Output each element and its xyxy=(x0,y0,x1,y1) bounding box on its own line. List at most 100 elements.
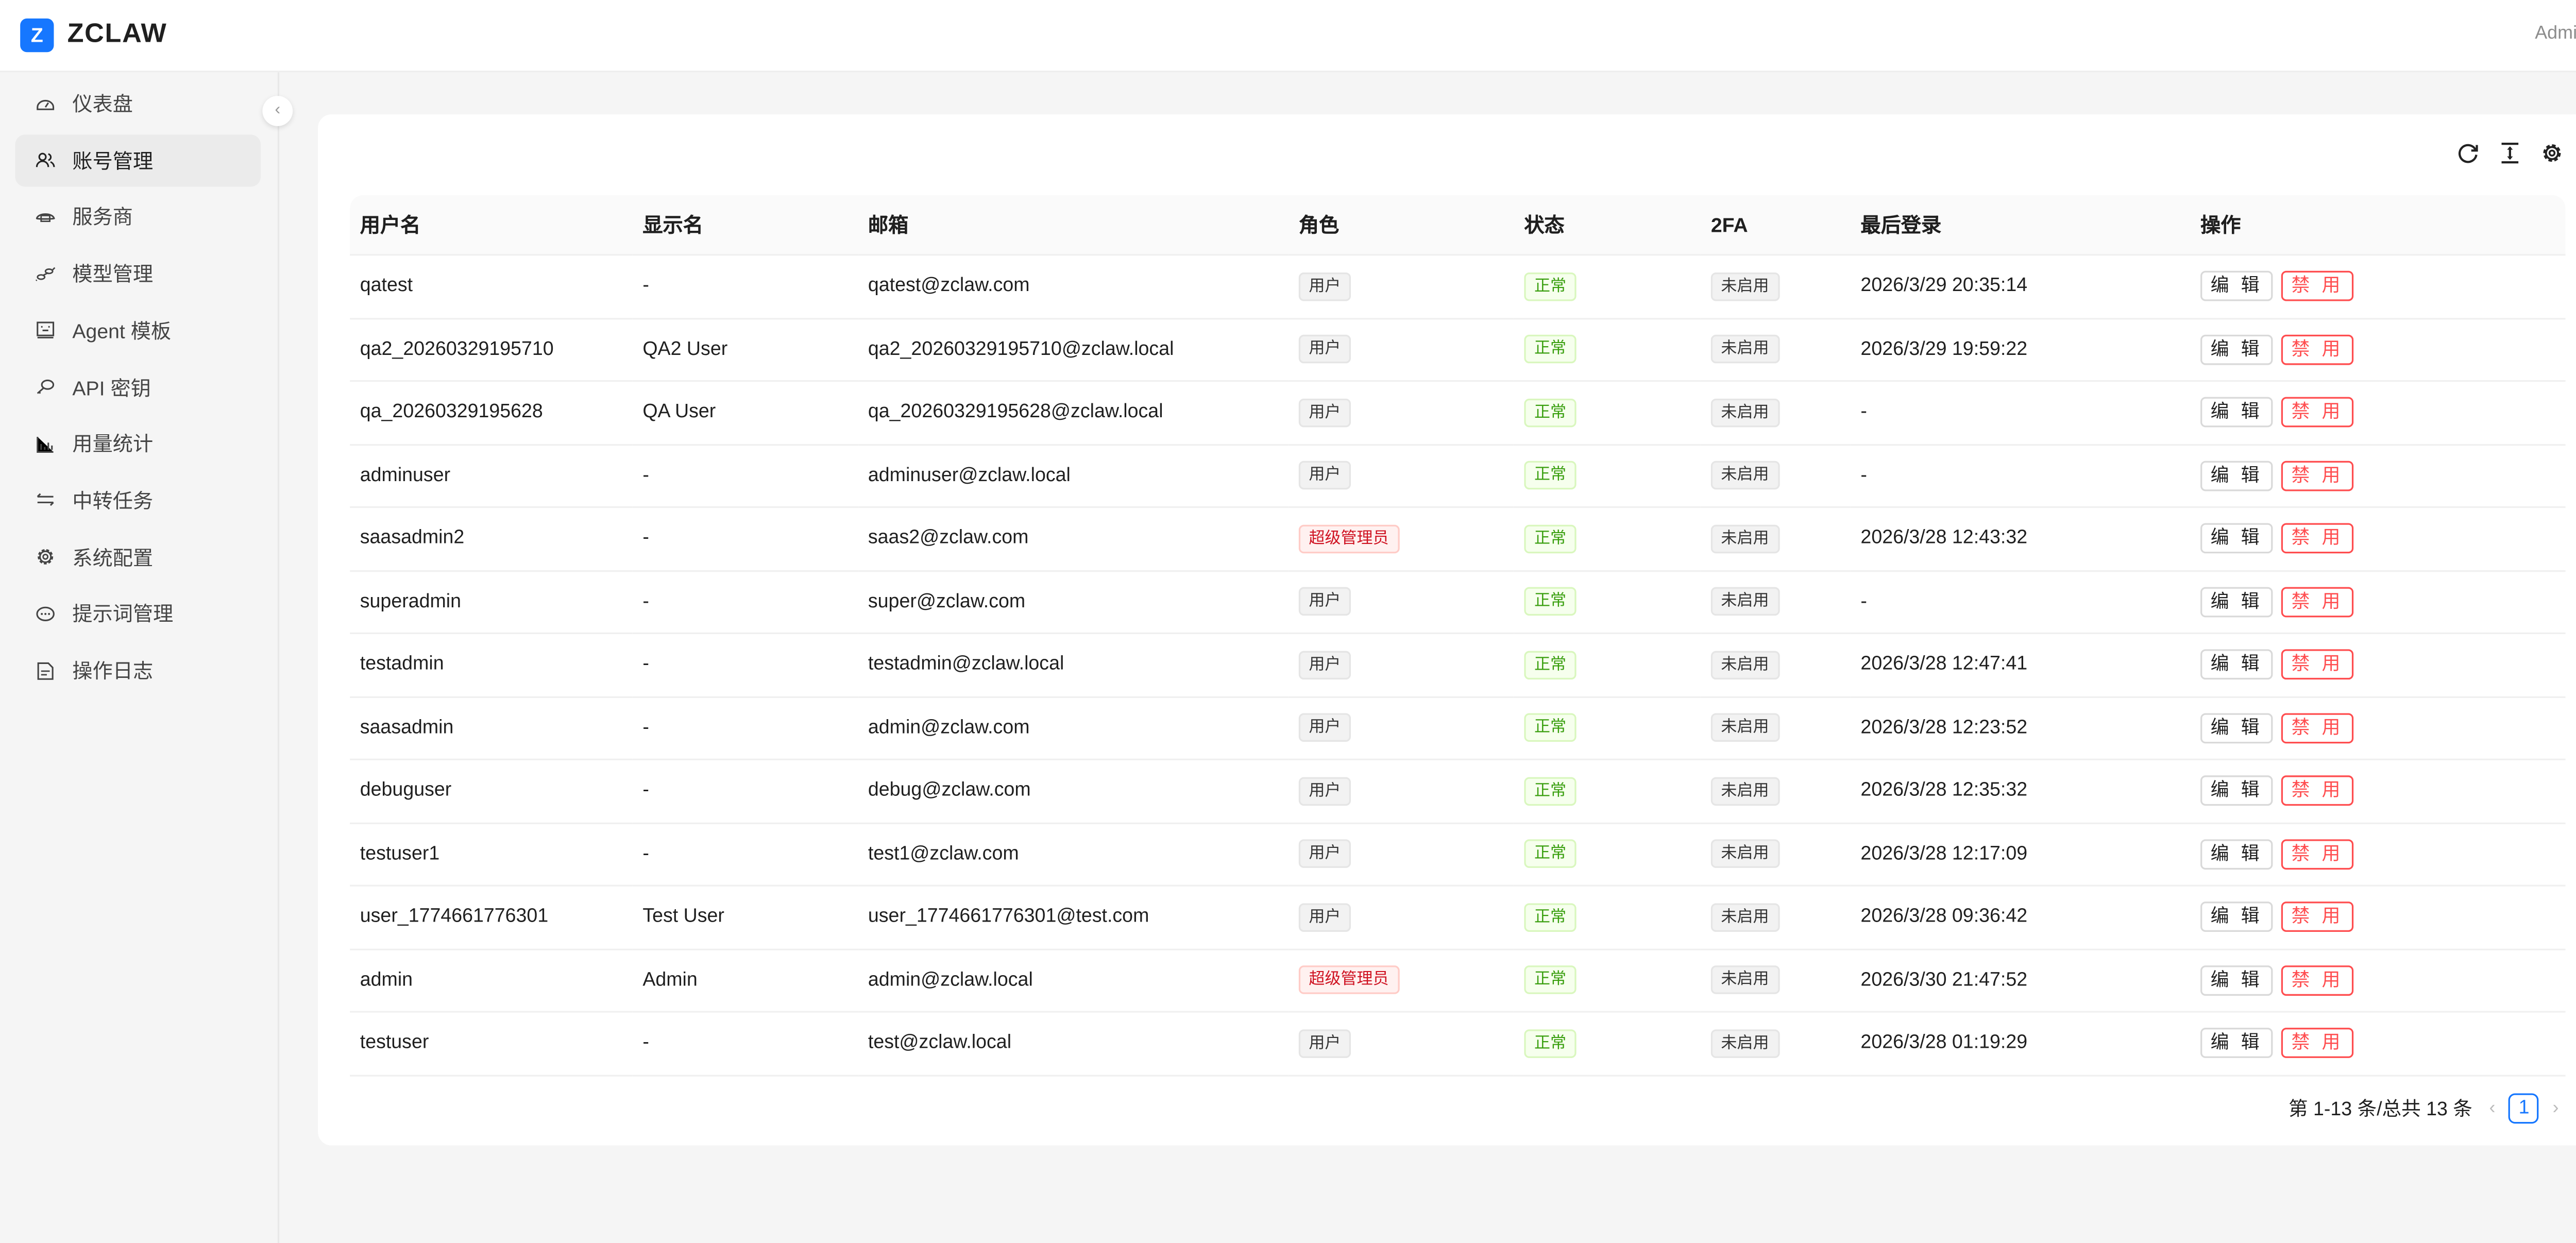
next-page-button[interactable]: › xyxy=(2552,1098,2559,1119)
email: user_1774661776301@test.com xyxy=(858,886,1289,950)
twofa-tag: 未启用 xyxy=(1710,461,1780,490)
disable-button[interactable]: 禁 用 xyxy=(2281,523,2354,554)
row-density-icon[interactable] xyxy=(2498,141,2522,165)
display-name: QA2 User xyxy=(632,318,858,382)
sidebar-item-7[interactable]: 中转任务 xyxy=(15,474,261,526)
sidebar-item-8[interactable]: 系统配置 xyxy=(15,531,261,583)
role-tag: 用户 xyxy=(1298,650,1351,679)
username: superadmin xyxy=(350,570,633,635)
edit-button[interactable]: 编 辑 xyxy=(2200,334,2273,365)
sidebar-item-10[interactable]: 操作日志 xyxy=(15,644,261,696)
last-login: 2026/3/28 01:19:29 xyxy=(1850,1012,2191,1076)
disable-button[interactable]: 禁 用 xyxy=(2281,334,2354,365)
twofa-tag: 未启用 xyxy=(1710,272,1780,301)
disable-button[interactable]: 禁 用 xyxy=(2281,839,2354,870)
disable-button[interactable]: 禁 用 xyxy=(2281,902,2354,932)
column-header: 状态 xyxy=(1514,195,1701,256)
disable-button[interactable]: 禁 用 xyxy=(2281,650,2354,680)
role-tag: 用户 xyxy=(1298,840,1351,869)
email: qatest@zclaw.com xyxy=(858,254,1289,319)
edit-button[interactable]: 编 辑 xyxy=(2200,523,2273,554)
prev-page-button[interactable]: ‹ xyxy=(2489,1098,2496,1119)
display-name: Admin xyxy=(632,948,858,1013)
username: user_1774661776301 xyxy=(350,886,633,950)
edit-button[interactable]: 编 辑 xyxy=(2200,271,2273,302)
disable-button[interactable]: 禁 用 xyxy=(2281,586,2354,617)
user-menu[interactable]: Admin xyxy=(2535,23,2576,44)
sidebar-item-2[interactable]: 服务商 xyxy=(15,191,261,243)
sidebar-item-6[interactable]: 用量统计 xyxy=(15,417,261,469)
table-row: admin Admin admin@zclaw.local 超级管理员 正常 未启用 202… xyxy=(350,948,2566,1013)
disable-button[interactable]: 禁 用 xyxy=(2281,1028,2354,1059)
email: test1@zclaw.com xyxy=(858,822,1289,887)
disable-button[interactable]: 禁 用 xyxy=(2281,712,2354,743)
edit-button[interactable]: 编 辑 xyxy=(2200,902,2273,932)
sidebar-item-label: 用量统计 xyxy=(72,432,154,456)
username: testuser xyxy=(350,1012,633,1076)
last-login: - xyxy=(1850,570,2191,635)
edit-button[interactable]: 编 辑 xyxy=(2200,712,2273,743)
email: qa_20260329195628@zclaw.local xyxy=(858,381,1289,445)
sidebar-item-1[interactable]: 账号管理 xyxy=(15,134,261,186)
last-login: - xyxy=(1850,381,2191,445)
last-login: 2026/3/28 12:47:41 xyxy=(1850,633,2191,697)
users-icon xyxy=(36,153,55,167)
email: adminuser@zclaw.local xyxy=(858,444,1289,508)
display-name: - xyxy=(632,1012,858,1076)
last-login: 2026/3/28 12:17:09 xyxy=(1850,822,2191,887)
edit-button[interactable]: 编 辑 xyxy=(2200,1028,2273,1059)
disable-button[interactable]: 禁 用 xyxy=(2281,460,2354,491)
sidebar-item-3[interactable]: 模型管理 xyxy=(15,247,261,299)
email: test@zclaw.local xyxy=(858,1012,1289,1076)
disable-button[interactable]: 禁 用 xyxy=(2281,965,2354,996)
twofa-tag: 未启用 xyxy=(1710,524,1780,553)
sidebar-item-4[interactable]: Agent 模板 xyxy=(15,304,261,356)
email: saas2@zclaw.com xyxy=(858,507,1289,571)
status-tag: 正常 xyxy=(1524,398,1577,427)
table-row: saasadmin2- saas2@zclaw.com 超级管理员 正常 未启用 2026… xyxy=(350,507,2566,571)
role-tag: 用户 xyxy=(1298,398,1351,427)
sidebar-item-label: 服务商 xyxy=(72,206,133,230)
settings-gear-icon[interactable] xyxy=(2540,141,2564,165)
twofa-tag: 未启用 xyxy=(1710,650,1780,679)
swap-icon xyxy=(37,493,54,507)
cloud-icon xyxy=(36,213,55,222)
page-1-button[interactable]: 1 xyxy=(2509,1093,2539,1124)
username: admin xyxy=(350,948,633,1013)
sidebar-item-0[interactable]: 仪表盘 xyxy=(15,77,261,129)
refresh-icon[interactable] xyxy=(2456,141,2480,165)
brand-name: ZCLAW xyxy=(67,20,167,49)
message-icon xyxy=(36,606,55,621)
edit-button[interactable]: 编 辑 xyxy=(2200,965,2273,996)
status-tag: 正常 xyxy=(1524,461,1577,490)
role-tag: 用户 xyxy=(1298,776,1351,806)
disable-button[interactable]: 禁 用 xyxy=(2281,271,2354,302)
last-login: 2026/3/30 21:47:52 xyxy=(1850,948,2191,1013)
sidebar-item-9[interactable]: 提示词管理 xyxy=(15,588,261,640)
display-name: Test User xyxy=(632,886,858,950)
display-name: - xyxy=(632,570,858,635)
edit-button[interactable]: 编 辑 xyxy=(2200,650,2273,680)
sidebar-item-label: 提示词管理 xyxy=(72,602,174,626)
role-tag: 用户 xyxy=(1298,335,1351,364)
sidebar-item-label: 操作日志 xyxy=(72,659,154,683)
role-tag: 用户 xyxy=(1298,713,1351,742)
status-tag: 正常 xyxy=(1524,272,1577,301)
edit-button[interactable]: 编 辑 xyxy=(2200,460,2273,491)
sidebar-item-5[interactable]: API 密钥 xyxy=(15,361,261,413)
status-tag: 正常 xyxy=(1524,966,1577,995)
sidebar: 仪表盘 账号管理服务商模型管理 Agent 模板 API 密钥用量统计中转任务 系统配置… xyxy=(0,72,280,1243)
sidebar-item-label: Agent 模板 xyxy=(72,319,172,343)
status-tag: 正常 xyxy=(1524,335,1577,364)
edit-button[interactable]: 编 辑 xyxy=(2200,586,2273,617)
disable-button[interactable]: 禁 用 xyxy=(2281,397,2354,428)
column-header: 显示名 xyxy=(632,195,858,256)
edit-button[interactable]: 编 辑 xyxy=(2200,397,2273,428)
display-name: - xyxy=(632,759,858,824)
edit-button[interactable]: 编 辑 xyxy=(2200,776,2273,806)
dashboard-icon xyxy=(37,99,55,110)
edit-button[interactable]: 编 辑 xyxy=(2200,839,2273,870)
status-tag: 正常 xyxy=(1524,903,1577,932)
collapse-sidebar-button[interactable]: ‹ xyxy=(262,96,293,126)
disable-button[interactable]: 禁 用 xyxy=(2281,776,2354,806)
